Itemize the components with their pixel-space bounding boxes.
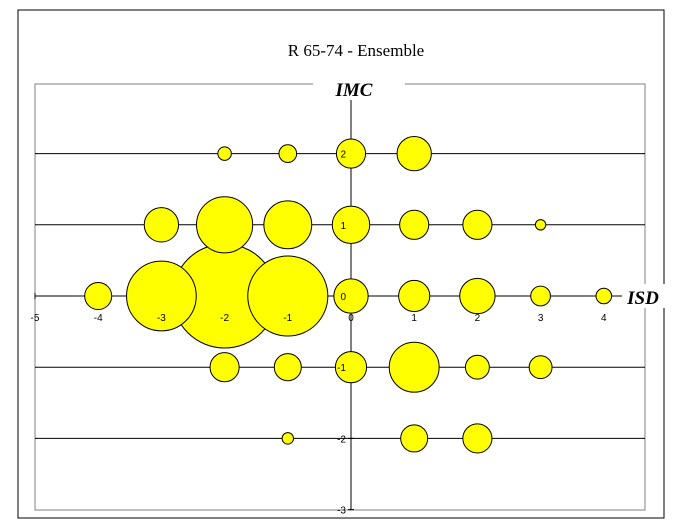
x-axis-label: ISD <box>626 288 659 309</box>
bubble <box>396 135 432 172</box>
bubble <box>333 278 369 314</box>
bubble <box>459 277 496 315</box>
x-tick-label: -4 <box>94 313 103 324</box>
y-tick-label: -1 <box>337 363 346 374</box>
xlabel-background <box>622 284 666 308</box>
bubble <box>247 255 329 337</box>
bubble <box>196 196 254 254</box>
bubble <box>400 424 429 453</box>
tick-labels: -5 -4 -3 -2 -1 0 1 2 3 4 2 1 0 -1 -2 -3 <box>31 150 607 517</box>
x-tick-label: -3 <box>157 313 166 324</box>
x-tick-label: 4 <box>601 313 607 324</box>
bubble <box>334 351 368 384</box>
bubble <box>331 205 371 245</box>
x-tick-label: -1 <box>283 313 292 324</box>
y-axis-label: IMC <box>335 80 373 101</box>
bubble <box>464 354 490 380</box>
bubble <box>595 287 613 305</box>
bubble <box>335 138 367 169</box>
bubble <box>209 352 240 383</box>
x-tick-label: -2 <box>220 313 229 324</box>
bubble <box>263 200 313 250</box>
bubble <box>534 219 547 231</box>
bubbles <box>84 135 613 454</box>
x-tick-label: 1 <box>411 313 417 324</box>
y-tick-label: -3 <box>337 506 346 517</box>
y-tick-label: 0 <box>340 292 346 303</box>
y-tick-label: 1 <box>340 221 346 232</box>
bubble <box>530 285 551 307</box>
bubble <box>462 209 493 240</box>
bubble <box>399 209 430 240</box>
x-tick-label: 3 <box>538 313 544 324</box>
bubble <box>84 281 113 311</box>
bubble <box>217 146 232 161</box>
x-tick-label: 2 <box>475 313 481 324</box>
chart-title: R 65-74 - Ensemble <box>288 41 424 60</box>
x-tick-label: -5 <box>31 313 40 324</box>
bubble <box>388 341 440 393</box>
ylabel-background <box>313 78 405 100</box>
bubble <box>143 207 180 243</box>
bubble <box>462 423 493 454</box>
bubble <box>273 353 302 382</box>
bubble <box>528 355 553 380</box>
bubble <box>126 260 197 332</box>
x-tick-label: 0 <box>348 313 354 324</box>
y-tick-label: -2 <box>337 434 346 445</box>
y-tick-label: 2 <box>340 150 346 161</box>
bubble <box>278 144 298 163</box>
bubble <box>281 432 295 445</box>
bubble <box>398 279 431 313</box>
